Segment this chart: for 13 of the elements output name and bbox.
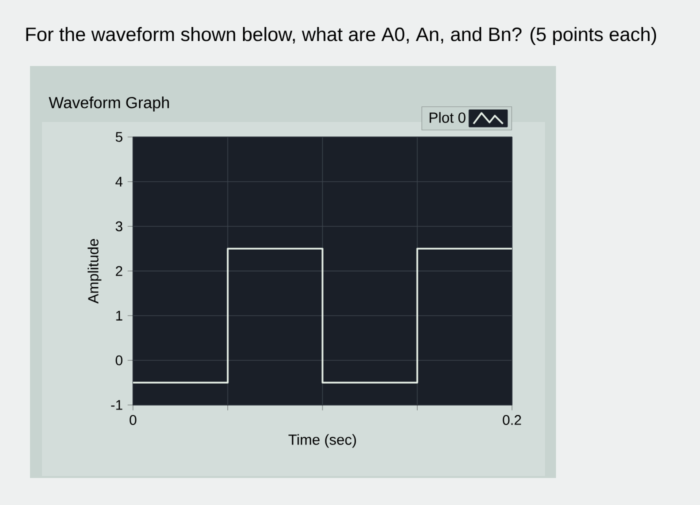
y-tick-label: 2 [116, 266, 122, 276]
y-axis-title: Amplitude [88, 239, 102, 304]
chart-subtitle: Waveform Graph [48, 96, 169, 112]
y-tick-label: -1 [111, 400, 122, 410]
y-tick-label: 0 [116, 355, 122, 366]
y-tick-label: 4 [115, 176, 123, 186]
y-tick-label: 1 [116, 310, 122, 320]
x-axis-title: Time (sec) [288, 434, 356, 448]
y-tick-label: 3 [116, 221, 122, 232]
x-tick-label: 0.2 [502, 415, 522, 425]
chart-title: For the waveform shown below, what are A0, An, and Bn? (5 points each) [26, 26, 656, 46]
y-tick-label: 5 [116, 132, 122, 142]
legend-label: Plot 0 [430, 112, 466, 123]
